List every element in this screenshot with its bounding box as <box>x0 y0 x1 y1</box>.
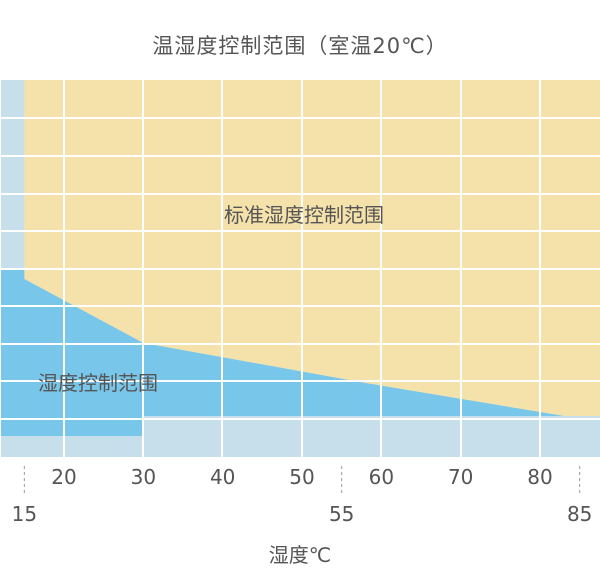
x-tick-label: 40 <box>210 465 235 489</box>
x-tick-label: 50 <box>289 465 314 489</box>
x-minor-tick-label: 15 <box>12 502 37 526</box>
extended-range-label: 湿度控制范围 <box>38 371 158 395</box>
x-tick-label: 60 <box>369 465 394 489</box>
x-tick-label: 70 <box>448 465 473 489</box>
standard-range-region <box>24 80 600 416</box>
x-axis-title: 湿度℃ <box>268 543 332 567</box>
x-minor-tick-label: 85 <box>567 502 592 526</box>
extended-range-region <box>0 268 564 436</box>
x-minor-tick-label: 55 <box>329 502 354 526</box>
x-tick-label: 20 <box>51 465 76 489</box>
standard-range-label: 标准湿度控制范围 <box>224 203 384 227</box>
x-tick-label: 80 <box>527 465 552 489</box>
chart-title: 温湿度控制范围（室温20℃） <box>152 34 448 58</box>
x-tick-label: 30 <box>131 465 156 489</box>
